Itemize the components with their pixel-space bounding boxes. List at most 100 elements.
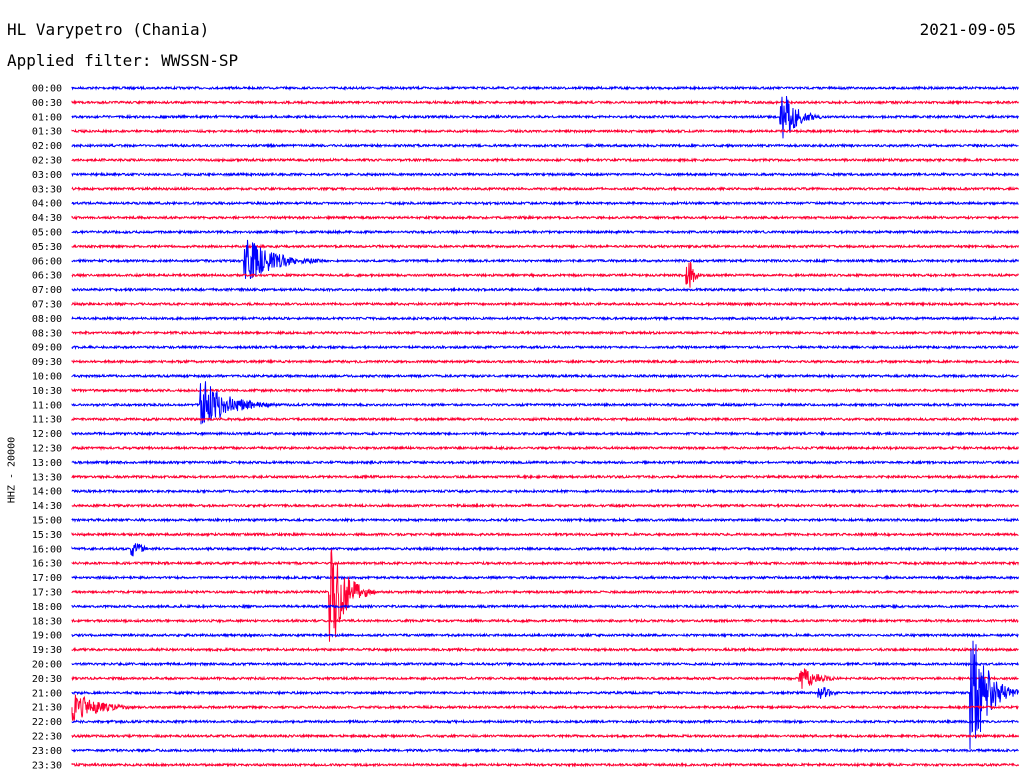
time-tick-label: 01:00 (32, 112, 62, 123)
filter-label: Applied filter: WWSSN-SP (7, 51, 239, 70)
trace-line (71, 171, 1019, 178)
trace-line (71, 632, 1019, 639)
time-tick-label: 22:30 (32, 732, 62, 743)
time-tick-label: 06:30 (32, 271, 62, 282)
trace-line (71, 661, 1019, 667)
time-tick-label: 11:30 (32, 415, 62, 426)
trace-line (71, 488, 1019, 495)
time-tick-label: 07:30 (32, 300, 62, 311)
time-tick-label: 23:00 (32, 746, 62, 757)
trace-line (71, 358, 1019, 365)
time-tick-label: 17:00 (32, 573, 62, 584)
time-tick-label: 14:30 (32, 501, 62, 512)
time-tick-label: 21:00 (32, 688, 62, 699)
trace-line (71, 99, 1019, 106)
trace-line (71, 329, 1019, 336)
time-tick-label: 20:00 (32, 660, 62, 671)
trace-line (71, 300, 1019, 308)
trace-line (71, 239, 1019, 280)
time-tick-label: 05:00 (32, 228, 62, 239)
trace-line (71, 387, 1019, 394)
time-tick-label: 10:00 (32, 372, 62, 383)
trace-line (71, 261, 1019, 288)
trace-line (71, 640, 1019, 750)
time-tick-label: 18:30 (32, 616, 62, 627)
time-tick-label: 02:00 (32, 141, 62, 152)
trace-line (71, 344, 1019, 351)
time-tick-label: 11:00 (32, 400, 62, 411)
time-tick-label: 08:00 (32, 314, 62, 325)
trace-line (71, 747, 1019, 754)
time-tick-label: 02:30 (32, 156, 62, 167)
time-tick-label: 00:00 (32, 84, 62, 95)
trace-line (71, 430, 1019, 437)
trace-line (71, 142, 1019, 149)
trace-line (71, 381, 1019, 425)
trace-line (71, 373, 1019, 380)
time-tick-label: 04:00 (32, 199, 62, 210)
trace-line (71, 214, 1019, 221)
trace-line (71, 416, 1019, 423)
time-tick-label: 03:00 (32, 170, 62, 181)
trace-line (71, 243, 1019, 250)
time-tick-label: 05:30 (32, 242, 62, 253)
time-tick-label: 15:30 (32, 530, 62, 541)
trace-line (71, 229, 1019, 235)
time-tick-label: 19:30 (32, 645, 62, 656)
time-tick-label: 03:30 (32, 184, 62, 195)
time-tick-label: 01:30 (32, 127, 62, 138)
time-tick-label: 13:00 (32, 458, 62, 469)
trace-line (71, 84, 1019, 92)
trace-line (71, 473, 1019, 480)
trace-line (71, 732, 1019, 740)
trace-line (71, 95, 1019, 139)
trace-line (71, 531, 1019, 538)
trace-line (71, 157, 1019, 164)
time-tick-label: 08:30 (32, 328, 62, 339)
trace-line (71, 516, 1019, 524)
trace-line (71, 286, 1019, 293)
time-tick-label: 13:30 (32, 472, 62, 483)
trace-line (71, 574, 1019, 581)
time-tick-label: 10:30 (32, 386, 62, 397)
time-tick-label: 17:30 (32, 588, 62, 599)
trace-line (71, 646, 1019, 653)
trace-line (71, 502, 1019, 509)
trace-line (71, 315, 1019, 322)
time-tick-label: 09:30 (32, 357, 62, 368)
time-tick-label: 20:30 (32, 674, 62, 685)
time-tick-label: 21:30 (32, 703, 62, 714)
trace-line (71, 603, 1019, 610)
time-tick-label: 23:30 (32, 760, 62, 771)
time-tick-label: 19:00 (32, 631, 62, 642)
trace-line (71, 543, 1019, 557)
time-tick-label: 22:00 (32, 717, 62, 728)
plot-date: 2021-09-05 (919, 20, 1016, 39)
trace-line (71, 761, 1019, 768)
trace-line (71, 668, 1019, 689)
trace-line (71, 718, 1019, 725)
trace-line (71, 560, 1019, 567)
time-tick-label: 00:30 (32, 98, 62, 109)
station-title: HL Varypetro (Chania) (7, 20, 210, 39)
trace-line (71, 445, 1019, 452)
time-tick-label: 06:00 (32, 256, 62, 267)
trace-line (71, 185, 1019, 192)
time-tick-label: 18:00 (32, 602, 62, 613)
time-tick-label: 09:00 (32, 343, 62, 354)
trace-line (71, 459, 1019, 466)
time-tick-label: 14:00 (32, 487, 62, 498)
trace-line (71, 694, 1019, 721)
trace-line (71, 549, 1019, 642)
time-tick-label: 16:30 (32, 559, 62, 570)
trace-line (71, 128, 1019, 135)
time-tick-label: 15:00 (32, 516, 62, 527)
trace-line (71, 617, 1019, 624)
time-tick-label: 12:00 (32, 429, 62, 440)
time-tick-label: 07:00 (32, 285, 62, 296)
time-tick-label: 16:00 (32, 544, 62, 555)
time-tick-label: 12:30 (32, 444, 62, 455)
trace-line (71, 200, 1019, 207)
time-tick-label: 04:30 (32, 213, 62, 224)
